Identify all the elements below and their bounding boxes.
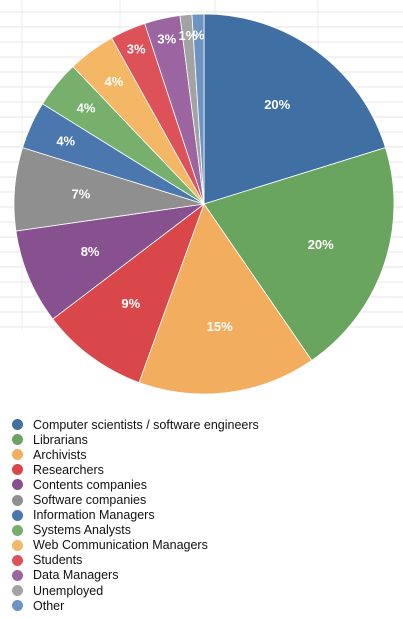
legend-swatch — [12, 434, 23, 445]
legend-item: Researchers — [12, 462, 259, 477]
legend-swatch — [12, 479, 23, 490]
legend-item: Information Managers — [12, 508, 259, 523]
legend-item: Web Communication Managers — [12, 538, 259, 553]
legend-swatch — [12, 540, 23, 551]
slice-data-label: 20% — [264, 97, 290, 112]
legend-swatch — [12, 570, 23, 581]
legend-item: Data Managers — [12, 568, 259, 583]
legend-item: Archivists — [12, 447, 259, 462]
legend-label: Web Communication Managers — [33, 538, 208, 552]
legend-label: Librarians — [33, 433, 88, 447]
legend-item: Students — [12, 553, 259, 568]
legend-item: Contents companies — [12, 477, 259, 492]
legend-label: Information Managers — [33, 508, 155, 522]
legend-swatch — [12, 495, 23, 506]
slice-data-label: 4% — [56, 133, 75, 148]
legend-item: Other — [12, 598, 259, 613]
pie-plot: 20%20%15%9%8%7%4%4%4%3%3% 1%% — [0, 0, 403, 400]
legend-label: Data Managers — [33, 568, 118, 582]
slice-data-label: 3% — [157, 32, 176, 47]
legend-swatch — [12, 555, 23, 566]
slice-data-label: 7% — [71, 187, 90, 202]
slice-data-label: 3% — [127, 42, 146, 57]
legend: Computer scientists / software engineers… — [12, 417, 259, 613]
slice-data-label: 20% — [308, 237, 334, 252]
legend-label: Archivists — [33, 448, 86, 462]
slice-data-label: 4% — [104, 74, 123, 89]
legend-label: Other — [33, 599, 64, 613]
slice-data-label: 9% — [121, 296, 140, 311]
legend-label: Systems Analysts — [33, 523, 131, 537]
legend-item: Systems Analysts — [12, 523, 259, 538]
slice-data-label: % — [193, 27, 205, 42]
legend-label: Unemployed — [33, 584, 103, 598]
legend-item: Unemployed — [12, 583, 259, 598]
slice-data-label: 15% — [207, 319, 233, 334]
legend-label: Computer scientists / software engineers — [33, 418, 259, 432]
legend-label: Students — [33, 553, 82, 567]
legend-label: Contents companies — [33, 478, 147, 492]
legend-item: Librarians — [12, 432, 259, 447]
legend-swatch — [12, 449, 23, 460]
legend-item: Computer scientists / software engineers — [12, 417, 259, 432]
legend-swatch — [12, 464, 23, 475]
legend-swatch — [12, 525, 23, 536]
slice-data-label: 4% — [77, 101, 96, 116]
legend-swatch — [12, 600, 23, 611]
legend-swatch — [12, 419, 23, 430]
legend-label: Researchers — [33, 463, 104, 477]
legend-item: Software companies — [12, 492, 259, 507]
legend-label: Software companies — [33, 493, 146, 507]
legend-swatch — [12, 510, 23, 521]
slice-data-label: 8% — [81, 244, 100, 259]
legend-swatch — [12, 585, 23, 596]
